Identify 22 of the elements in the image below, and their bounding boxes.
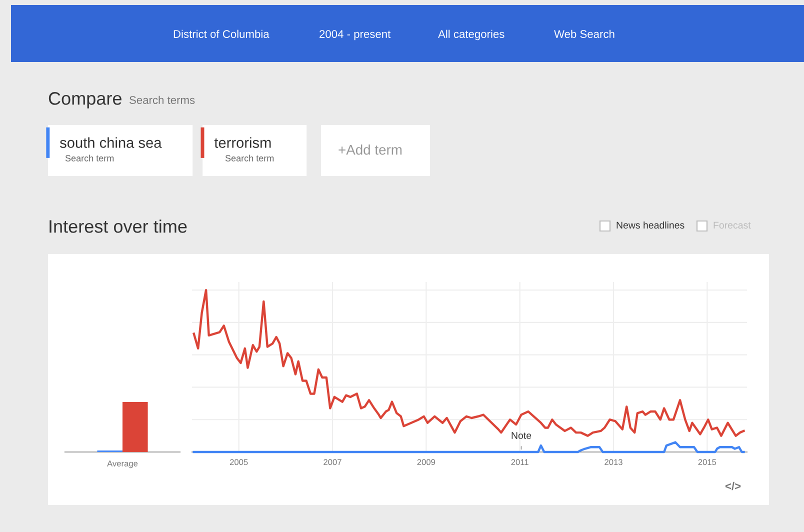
x-tick-label: 2013 [604, 459, 622, 466]
text: Compare [48, 92, 122, 108]
text: </> [725, 482, 741, 490]
x-tick-label: 2007 [324, 459, 342, 466]
text: Search terms [130, 96, 195, 104]
text: All categories [438, 30, 504, 40]
text: Search term [225, 154, 274, 162]
x-tick-label: 2005 [230, 459, 248, 466]
text: News headlines [616, 221, 684, 229]
x-tick-label: 2011 [511, 459, 528, 466]
text: District of Columbia [174, 30, 270, 38]
annotation: Note [512, 432, 532, 439]
chart-title: Interest over time [50, 220, 187, 233]
legend-label: terrorism [214, 137, 271, 148]
legend-label: south china sea [60, 137, 162, 148]
text: +Add term [338, 144, 402, 155]
text: Web Search [554, 30, 614, 38]
text: 2004 - present [320, 30, 391, 40]
x-tick-label: 2015 [698, 459, 716, 466]
text: Search term [65, 154, 114, 162]
x-tick-label: Average [107, 460, 138, 468]
x-tick-label: 2009 [417, 459, 436, 466]
